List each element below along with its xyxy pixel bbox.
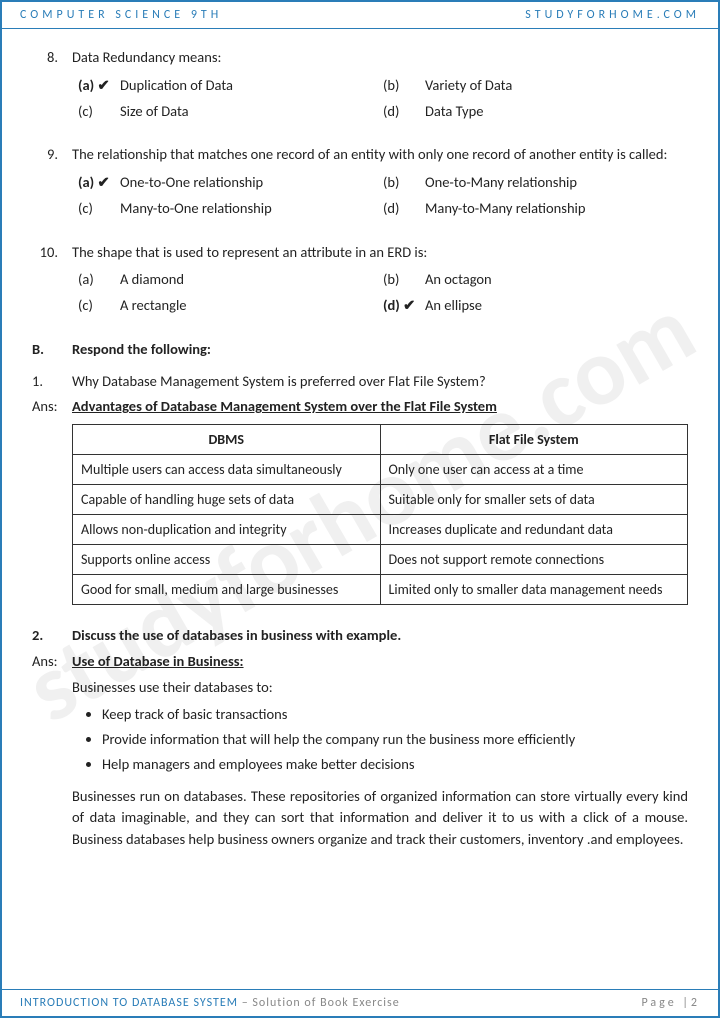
table-cell: Allows non-duplication and integrity xyxy=(73,515,381,545)
mcq-8: 8.Data Redundancy means: (a) ✔Duplicatio… xyxy=(32,47,688,126)
q-text: The shape that is used to represent an a… xyxy=(72,242,688,264)
q-number: 10. xyxy=(32,242,72,264)
mcq-9: 9.The relationship that matches one reco… xyxy=(32,144,688,223)
opt-label: (c) xyxy=(78,198,120,220)
list-item: Provide information that will help the c… xyxy=(102,729,688,751)
option-a: (a) ✔One-to-One relationship xyxy=(78,172,383,194)
table-header-dbms: DBMS xyxy=(73,425,381,455)
option-d: (d)Many-to-Many relationship xyxy=(383,198,688,220)
opt-label: (a) ✔ xyxy=(78,75,120,97)
footer-title: INTRODUCTION TO DATABASE SYSTEM – Soluti… xyxy=(20,996,400,1010)
option-c: (c)Size of Data xyxy=(78,101,383,123)
option-c: (c)Many-to-One relationship xyxy=(78,198,383,220)
opt-text: A rectangle xyxy=(120,295,187,317)
opt-text: A diamond xyxy=(120,269,184,291)
question-1: 1. Why Database Management System is pre… xyxy=(32,371,688,393)
opt-label: (d) xyxy=(383,198,425,220)
opt-text: Many-to-Many relationship xyxy=(425,198,586,220)
section-b-heading: B. Respond the following: xyxy=(32,339,688,361)
q-text: Discuss the use of databases in business… xyxy=(72,625,401,647)
opt-text: An ellipse xyxy=(425,295,482,317)
q-text: Why Database Management System is prefer… xyxy=(72,371,486,393)
footer-subtitle: – Solution of Book Exercise xyxy=(238,996,400,1010)
ans-label: Ans: xyxy=(32,396,72,418)
opt-text: Many-to-One relationship xyxy=(120,198,272,220)
option-c: (c)A rectangle xyxy=(78,295,383,317)
table-row: Good for small, medium and large busines… xyxy=(73,575,688,605)
table-cell: Capable of handling huge sets of data xyxy=(73,485,381,515)
ans-label: Ans: xyxy=(32,651,72,673)
opt-label: (c) xyxy=(78,101,120,123)
table-cell: Does not support remote connections xyxy=(380,545,688,575)
q-text: Data Redundancy means: xyxy=(72,47,688,69)
option-b: (b)One-to-Many relationship xyxy=(383,172,688,194)
opt-text: Duplication of Data xyxy=(120,75,233,97)
q-text: The relationship that matches one record… xyxy=(72,144,688,166)
table-cell: Multiple users can access data simultane… xyxy=(73,455,381,485)
opt-text: Variety of Data xyxy=(425,75,512,97)
ans-title: Advantages of Database Management System… xyxy=(72,396,688,418)
ans-title: Use of Database in Business: xyxy=(72,651,688,673)
header-right: STUDYFORHOME.COM xyxy=(525,8,700,22)
table-cell: Supports online access xyxy=(73,545,381,575)
option-a: (a) ✔Duplication of Data xyxy=(78,75,383,97)
header-left: COMPUTER SCIENCE 9TH xyxy=(20,8,222,22)
table-row: Supports online accessDoes not support r… xyxy=(73,545,688,575)
option-b: (b)An octagon xyxy=(383,269,688,291)
q-number: 1. xyxy=(32,371,72,393)
comparison-table: DBMSFlat File System Multiple users can … xyxy=(72,424,688,605)
table-row: Capable of handling huge sets of dataSui… xyxy=(73,485,688,515)
opt-label: (a) ✔ xyxy=(78,172,120,194)
opt-label: (b) xyxy=(383,269,425,291)
opt-label: (b) xyxy=(383,75,425,97)
q-number: 2. xyxy=(32,625,72,647)
mcq-10: 10.The shape that is used to represent a… xyxy=(32,242,688,321)
table-cell: Suitable only for smaller sets of data xyxy=(380,485,688,515)
page-footer: INTRODUCTION TO DATABASE SYSTEM – Soluti… xyxy=(2,989,718,1016)
opt-label: (a) xyxy=(78,269,120,291)
q-number: 9. xyxy=(32,144,72,166)
opt-text: Data Type xyxy=(425,101,483,123)
opt-label: (d) xyxy=(383,101,425,123)
opt-label: (d) ✔ xyxy=(383,295,425,317)
opt-label: (c) xyxy=(78,295,120,317)
answer-1-heading: Ans: Advantages of Database Management S… xyxy=(32,396,688,418)
table-row: Multiple users can access data simultane… xyxy=(73,455,688,485)
opt-text: One-to-One relationship xyxy=(120,172,263,194)
paragraph: Businesses run on databases. These repos… xyxy=(32,786,688,851)
option-d: (d)Data Type xyxy=(383,101,688,123)
option-d: (d) ✔An ellipse xyxy=(383,295,688,317)
opt-label: (b) xyxy=(383,172,425,194)
question-2: 2. Discuss the use of databases in busin… xyxy=(32,625,688,647)
bullet-list: Keep track of basic transactions Provide… xyxy=(32,704,688,775)
section-label: B. xyxy=(32,339,72,361)
option-b: (b)Variety of Data xyxy=(383,75,688,97)
list-item: Keep track of basic transactions xyxy=(102,704,688,726)
table-cell: Only one user can access at a time xyxy=(380,455,688,485)
answer-2-heading: Ans: Use of Database in Business: xyxy=(32,651,688,673)
opt-text: One-to-Many relationship xyxy=(425,172,577,194)
option-a: (a)A diamond xyxy=(78,269,383,291)
page-number: Page |2 xyxy=(641,996,700,1010)
table-header-flat: Flat File System xyxy=(380,425,688,455)
opt-text: Size of Data xyxy=(120,101,189,123)
section-title: Respond the following: xyxy=(72,339,211,361)
table-row: Allows non-duplication and integrityIncr… xyxy=(73,515,688,545)
page-container: studyforhome.com COMPUTER SCIENCE 9TH ST… xyxy=(0,0,720,1018)
page-header: COMPUTER SCIENCE 9TH STUDYFORHOME.COM xyxy=(2,2,718,29)
q-number: 8. xyxy=(32,47,72,69)
intro-text: Businesses use their databases to: xyxy=(32,677,688,699)
table-cell: Limited only to smaller data management … xyxy=(380,575,688,605)
list-item: Help managers and employees make better … xyxy=(102,754,688,776)
table-cell: Good for small, medium and large busines… xyxy=(73,575,381,605)
opt-text: An octagon xyxy=(425,269,492,291)
page-content: 8.Data Redundancy means: (a) ✔Duplicatio… xyxy=(2,29,718,901)
table-cell: Increases duplicate and redundant data xyxy=(380,515,688,545)
